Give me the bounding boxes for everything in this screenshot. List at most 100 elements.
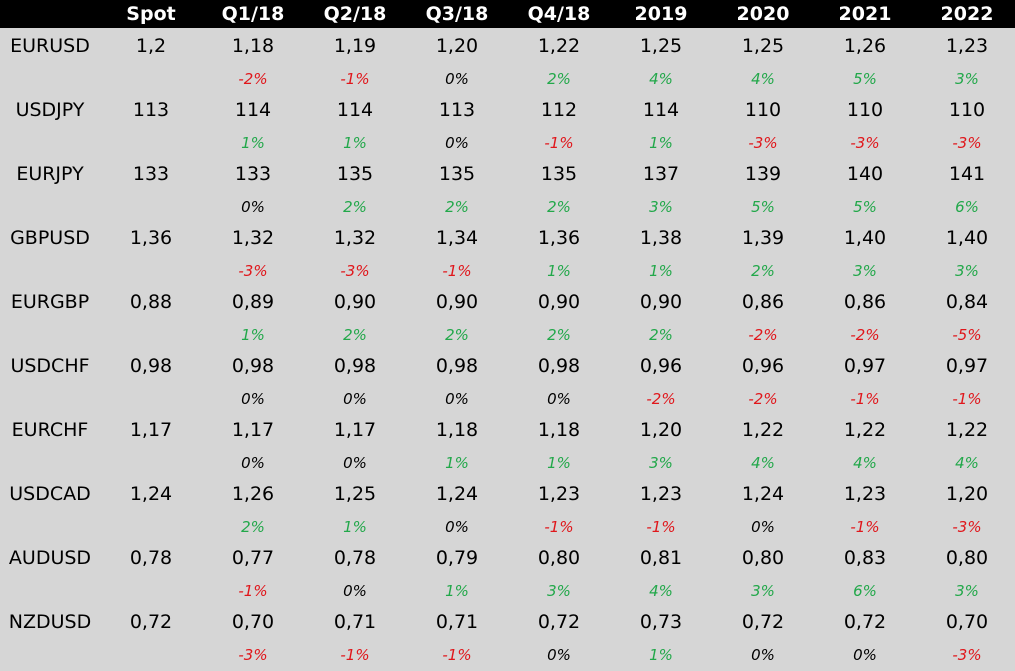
percent-change: 1%: [445, 454, 469, 472]
forecast-value: 1,32: [333, 227, 377, 249]
percent-change: 1%: [649, 134, 673, 152]
spot-value: 1,17: [129, 419, 173, 441]
forecast-value: 1,17: [231, 419, 275, 441]
percent-change: 4%: [649, 582, 673, 600]
percent-change: 2%: [547, 70, 571, 88]
spot-value: 133: [132, 163, 170, 185]
forecast-value: 1,40: [843, 227, 887, 249]
forecast-value: 0,83: [843, 547, 887, 569]
forecast-value: 113: [438, 99, 476, 121]
percent-change: 4%: [955, 454, 979, 472]
percent-change: -1%: [952, 390, 982, 408]
forecast-value: 0,81: [639, 547, 683, 569]
forecast-value: 1,18: [537, 419, 581, 441]
percent-change: -1%: [442, 646, 472, 664]
percent-change: 4%: [649, 70, 673, 88]
forecast-value: 0,97: [843, 355, 887, 377]
forecast-value: 0,86: [741, 291, 785, 313]
forecast-value: 0,90: [435, 291, 479, 313]
forecast-value: 135: [438, 163, 476, 185]
forecast-value: 1,20: [639, 419, 683, 441]
forecast-value: 110: [744, 99, 782, 121]
percent-change: 2%: [445, 198, 469, 216]
forecast-value: 1,23: [537, 483, 581, 505]
forecast-value: 0,98: [537, 355, 581, 377]
percent-change: 5%: [751, 198, 775, 216]
forecast-value: 0,80: [741, 547, 785, 569]
spot-value: 113: [132, 99, 170, 121]
percent-change: 2%: [649, 326, 673, 344]
percent-change: 0%: [547, 390, 571, 408]
percent-change: 0%: [241, 390, 265, 408]
percent-change: 1%: [241, 326, 265, 344]
percent-change: 1%: [241, 134, 265, 152]
forecast-value: 1,40: [945, 227, 989, 249]
column-header: Spot: [126, 3, 176, 25]
percent-change: -3%: [952, 134, 982, 152]
percent-change: -3%: [238, 262, 268, 280]
percent-change: 1%: [445, 582, 469, 600]
forecast-value: 0,71: [435, 611, 479, 633]
forecast-value: 0,98: [333, 355, 377, 377]
forecast-value: 0,78: [333, 547, 377, 569]
percent-change: -3%: [340, 262, 370, 280]
percent-change: 6%: [853, 582, 877, 600]
percent-change: 1%: [649, 262, 673, 280]
percent-change: 5%: [853, 70, 877, 88]
percent-change: 2%: [751, 262, 775, 280]
column-header: Q4/18: [527, 3, 591, 25]
column-header: 2022: [940, 3, 994, 25]
forecast-value: 1,25: [333, 483, 377, 505]
forecast-value: 0,96: [639, 355, 683, 377]
forecast-value: 133: [234, 163, 272, 185]
percent-change: 1%: [343, 518, 367, 536]
percent-change: 6%: [955, 198, 979, 216]
percent-change: 2%: [547, 198, 571, 216]
forecast-value: 114: [234, 99, 272, 121]
percent-change: 0%: [445, 70, 469, 88]
forecast-value: 0,84: [945, 291, 989, 313]
forecast-value: 141: [948, 163, 986, 185]
percent-change: -2%: [748, 390, 778, 408]
percent-change: 3%: [751, 582, 775, 600]
forecast-value: 1,24: [435, 483, 479, 505]
percent-change: 2%: [445, 326, 469, 344]
percent-change: 4%: [853, 454, 877, 472]
percent-change: 1%: [649, 646, 673, 664]
forecast-value: 1,39: [741, 227, 785, 249]
forecast-value: 0,77: [231, 547, 275, 569]
spot-value: 0,78: [129, 547, 173, 569]
percent-change: 4%: [751, 70, 775, 88]
spot-value: 0,88: [129, 291, 173, 313]
forecast-value: 1,18: [231, 35, 275, 57]
forecast-value: 0,80: [537, 547, 581, 569]
percent-change: -1%: [544, 518, 574, 536]
forecast-value: 1,23: [843, 483, 887, 505]
percent-change: 0%: [343, 390, 367, 408]
percent-change: 3%: [649, 454, 673, 472]
percent-change: -2%: [238, 70, 268, 88]
percent-change: 1%: [547, 262, 571, 280]
percent-change: 0%: [445, 134, 469, 152]
percent-change: 0%: [343, 582, 367, 600]
currency-pair-label: NZDUSD: [8, 611, 92, 633]
forecast-value: 1,20: [945, 483, 989, 505]
forecast-value: 1,22: [945, 419, 989, 441]
spot-value: 1,24: [129, 483, 173, 505]
percent-change: -1%: [340, 646, 370, 664]
percent-change: 2%: [343, 326, 367, 344]
forecast-value: 1,22: [741, 419, 785, 441]
forecast-value: 0,73: [639, 611, 683, 633]
forecast-value: 1,26: [843, 35, 887, 57]
forecast-value: 114: [642, 99, 680, 121]
forecast-value: 1,20: [435, 35, 479, 57]
column-header: 2020: [736, 3, 790, 25]
forecast-value: 1,34: [435, 227, 479, 249]
percent-change: 5%: [853, 198, 877, 216]
percent-change: 3%: [649, 198, 673, 216]
currency-pair-label: EURGBP: [10, 291, 90, 313]
percent-change: 4%: [751, 454, 775, 472]
column-header: Q3/18: [425, 3, 489, 25]
percent-change: -1%: [238, 582, 268, 600]
percent-change: -1%: [850, 390, 880, 408]
